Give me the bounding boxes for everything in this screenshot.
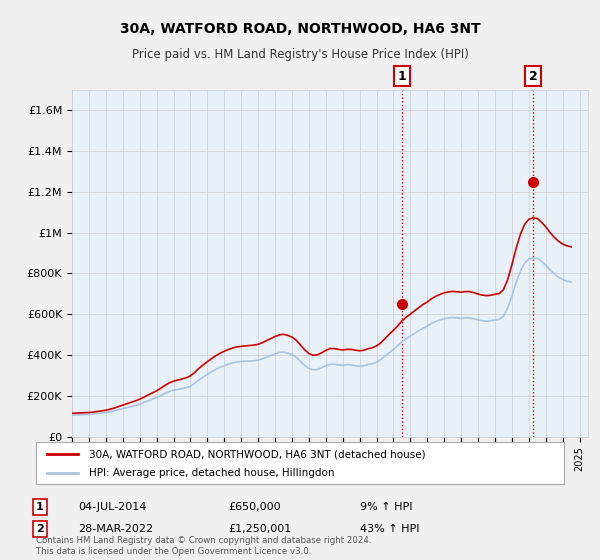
Text: HPI: Average price, detached house, Hillingdon: HPI: Average price, detached house, Hill… xyxy=(89,468,334,478)
Text: 2: 2 xyxy=(529,69,538,83)
Text: 30A, WATFORD ROAD, NORTHWOOD, HA6 3NT (detached house): 30A, WATFORD ROAD, NORTHWOOD, HA6 3NT (d… xyxy=(89,449,425,459)
Text: 43% ↑ HPI: 43% ↑ HPI xyxy=(360,524,419,534)
Text: 30A, WATFORD ROAD, NORTHWOOD, HA6 3NT: 30A, WATFORD ROAD, NORTHWOOD, HA6 3NT xyxy=(119,22,481,36)
Text: 2: 2 xyxy=(36,524,44,534)
Text: 1: 1 xyxy=(36,502,44,512)
Text: £650,000: £650,000 xyxy=(228,502,281,512)
Text: 1: 1 xyxy=(398,69,406,83)
Text: 28-MAR-2022: 28-MAR-2022 xyxy=(78,524,153,534)
Text: Price paid vs. HM Land Registry's House Price Index (HPI): Price paid vs. HM Land Registry's House … xyxy=(131,48,469,60)
Text: Contains HM Land Registry data © Crown copyright and database right 2024.
This d: Contains HM Land Registry data © Crown c… xyxy=(36,536,371,556)
Text: £1,250,001: £1,250,001 xyxy=(228,524,291,534)
Text: 04-JUL-2014: 04-JUL-2014 xyxy=(78,502,146,512)
Text: 9% ↑ HPI: 9% ↑ HPI xyxy=(360,502,413,512)
